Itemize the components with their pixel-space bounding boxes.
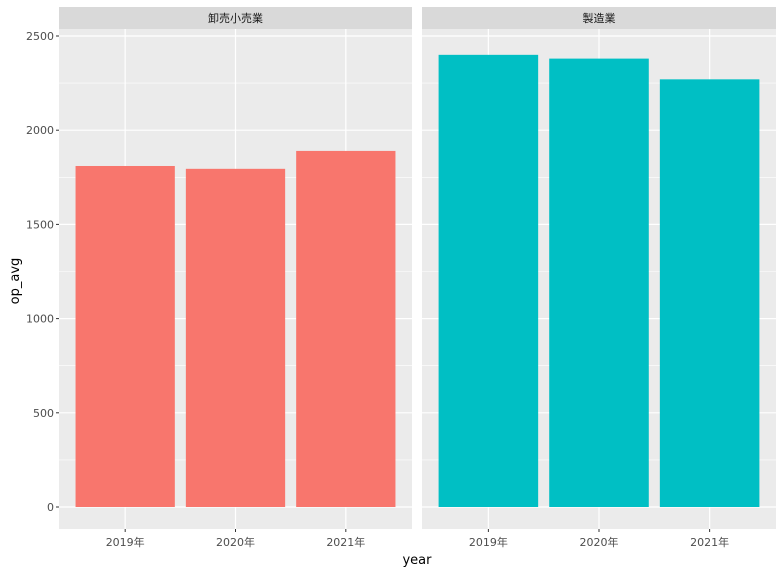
bar-2020年 <box>549 58 649 507</box>
bar-2021年 <box>659 79 760 507</box>
bar-2019年 <box>75 165 175 507</box>
y-tick-label: 1500 <box>26 218 54 231</box>
y-tick-label: 500 <box>33 407 54 420</box>
y-tick-label: 0 <box>47 501 54 514</box>
y-tick-label: 2000 <box>26 124 54 137</box>
x-tick-label: 2021年 <box>690 535 729 549</box>
x-axis-title: year <box>402 553 432 568</box>
panel-manufacturing: 製造業 2019年 2020年 2021年 <box>422 7 776 549</box>
x-tick-label: 2020年 <box>216 535 255 549</box>
facet-strip <box>422 7 776 29</box>
facet-strip-label: 卸売小売業 <box>208 11 263 25</box>
x-tick-label: 2019年 <box>469 535 508 549</box>
bar-2019年 <box>438 54 539 508</box>
x-tick-label: 2020年 <box>580 535 619 549</box>
y-tick-label: 2500 <box>26 30 54 43</box>
y-axis-title: op_avg <box>8 258 23 305</box>
facet-strip-label: 製造業 <box>583 11 616 25</box>
bar-2020年 <box>185 168 286 507</box>
panel-wholesale-retail: 卸売小売業 2019年 2020年 2021年 <box>59 7 412 549</box>
bar-2021年 <box>296 150 396 507</box>
y-tick-label: 1000 <box>26 313 54 326</box>
facet-strip <box>59 7 412 29</box>
x-tick-label: 2019年 <box>106 535 145 549</box>
y-axis: 0 500 1000 1500 2000 2500 <box>26 30 59 514</box>
x-tick-label: 2021年 <box>326 535 365 549</box>
